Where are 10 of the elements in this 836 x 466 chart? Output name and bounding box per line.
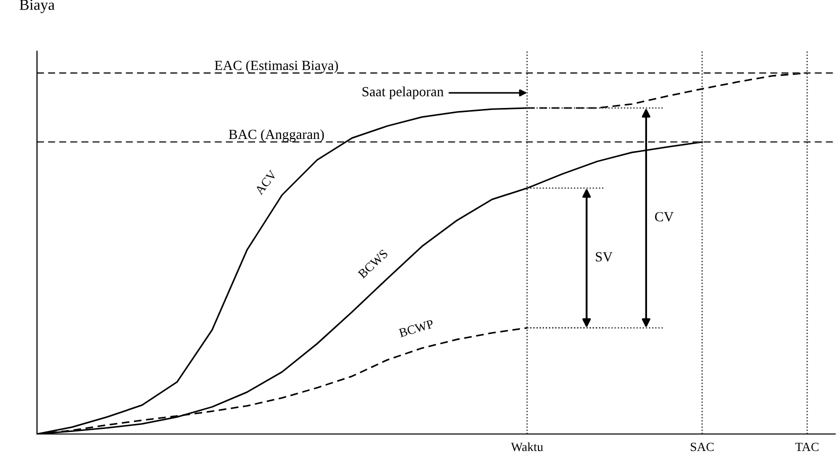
x-tick-label: TAC [795,442,818,452]
annotation: CV [655,212,674,222]
y-axis-title: Biaya [20,0,55,14]
annotation: SV [596,252,613,262]
text: BCWP [398,320,434,338]
annotation: Saat pelaporan [362,86,444,100]
ref-line-label: EAC (Estimasi Biaya) [214,60,338,73]
x-tick-label: Waktu [510,442,544,452]
x-tick-label: SAC [690,442,714,452]
ref-line-label: BAC (Anggaran) [228,129,324,142]
